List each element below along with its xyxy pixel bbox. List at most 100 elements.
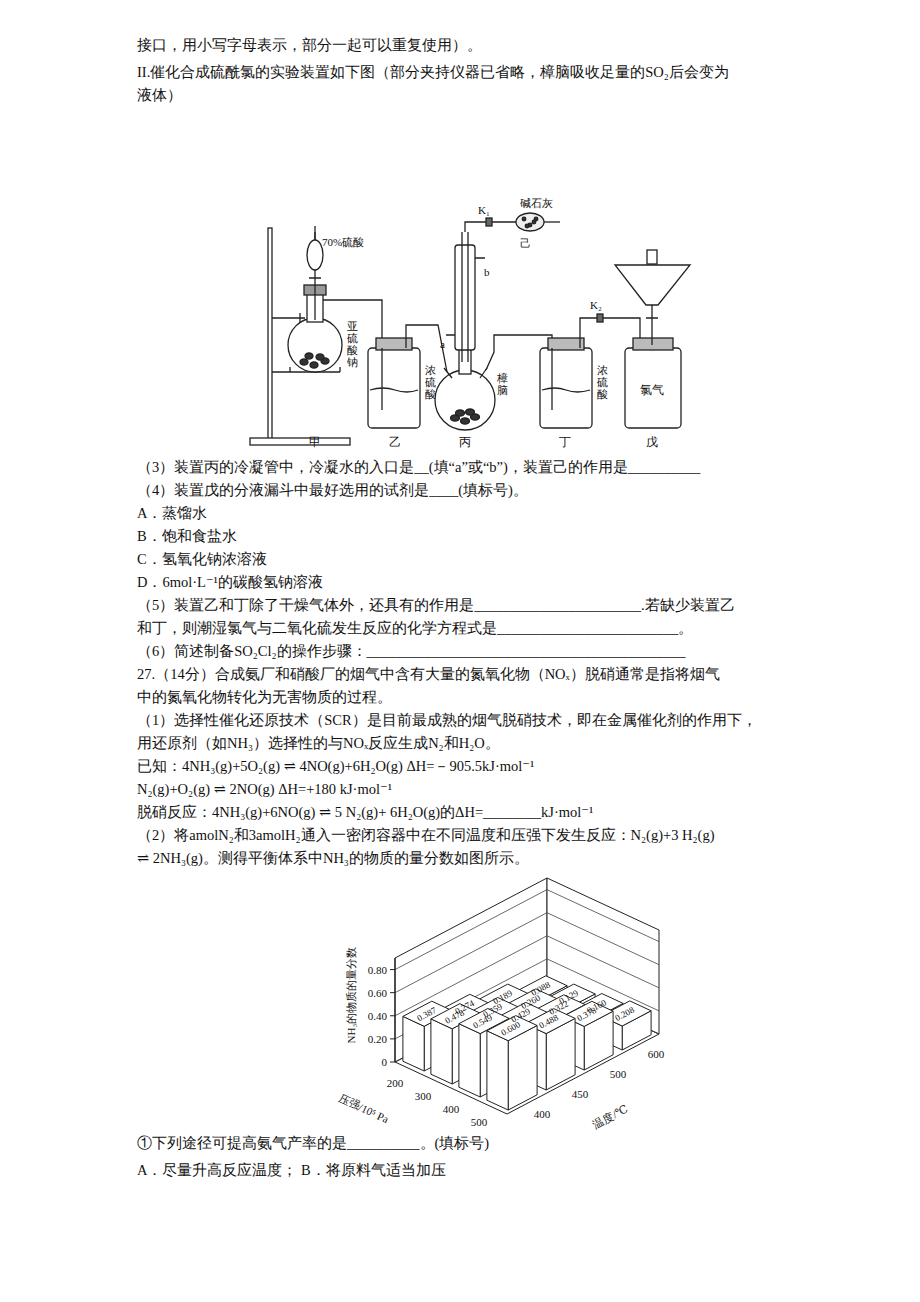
category-label: 500	[471, 1116, 488, 1128]
drying-tube	[516, 213, 544, 231]
data-label: 0.549	[471, 1012, 494, 1031]
tick	[390, 969, 395, 970]
series-label: 450	[572, 1088, 589, 1100]
text-line: 用还原剂（如NH₃）选择性的与NOₓ反应生成N₂和H₂O。	[137, 735, 500, 751]
text-line: 和丁，则潮湿氯气与二氧化硫发生反应的化学方程式是________________…	[137, 620, 693, 636]
liquid	[370, 388, 418, 392]
label: 碱石灰	[520, 197, 553, 209]
condenser	[455, 245, 475, 350]
solid	[316, 354, 324, 360]
tube	[544, 221, 560, 222]
char: 酸	[425, 388, 436, 400]
apparatus-name: 丙	[459, 435, 471, 449]
flask-c	[435, 370, 495, 430]
text-line: 接口，用小写字母表示，部分一起可以重复使用）。	[137, 37, 482, 53]
char: 硫	[347, 332, 358, 344]
label: 亚硫酸钠	[346, 320, 358, 368]
tick	[390, 1062, 395, 1063]
axis-title: NH₃的物质的量分数	[345, 947, 357, 1044]
page: 接口，用小写字母表示，部分一起可以重复使用）。 II.催化合成硫酰氯的实验装置如下…	[0, 0, 920, 1302]
data-label: 0.378	[575, 1005, 598, 1024]
valve-k1	[486, 218, 492, 226]
text-line: 已知：4NH₃(g)+5O₂(g) ⇌ 4NO(g)+6H₂O(g) ΔH=－9…	[137, 758, 534, 775]
value-axis	[394, 958, 395, 1062]
bar-face-side	[487, 1031, 508, 1110]
label: 70%硫酸	[322, 236, 364, 248]
axis-title: 压强/10⁵ Pa	[337, 1092, 391, 1126]
apparatus-name: 戊	[646, 435, 658, 449]
tube	[551, 348, 552, 410]
label: K₂	[590, 299, 602, 311]
data-label: 0.387	[415, 1005, 438, 1024]
stand-base	[250, 438, 350, 445]
flask-a	[288, 318, 342, 372]
category-label: 200	[387, 1077, 404, 1089]
label: K₁	[478, 204, 490, 216]
bottle-d	[540, 348, 592, 428]
camphor	[466, 409, 475, 415]
text-line: 脱硝反应：4NH₃(g)+6NO(g) ⇌ 5 N₂(g)+ 6H₂O(g)的Δ…	[137, 804, 593, 821]
text-line: （6）简述制备SO₂Cl₂的操作步骤：_____________________…	[137, 643, 686, 659]
flask-c-side-necks	[444, 368, 487, 378]
soda-lime	[522, 217, 526, 221]
tick	[390, 1015, 395, 1016]
sep-funnel-stem	[646, 305, 658, 345]
label: 己	[520, 237, 531, 249]
label: a	[440, 338, 445, 350]
liquid	[542, 388, 590, 392]
bottle-e-stopper	[633, 338, 673, 350]
text-line: （3）装置丙的冷凝管中，冷凝水的入口是__(填“a”或“b”)，装置己的作用是_…	[137, 459, 701, 476]
apparatus-name: 甲	[309, 435, 321, 449]
data-label: 0.478	[443, 1007, 466, 1026]
valve-k2	[597, 314, 603, 322]
tick	[390, 992, 395, 993]
text-line: A．尽量升高反应温度； B．将原料气适当加压	[137, 1162, 446, 1178]
soda-lime	[525, 224, 529, 228]
text-line: C．氢氧化钠浓溶液	[137, 551, 267, 567]
condenser-tube	[462, 232, 468, 362]
data-label: 0.488	[537, 1012, 560, 1031]
bottle-e	[625, 348, 681, 428]
axis-title: 温度/℃	[591, 1102, 630, 1130]
text-line: A．蒸馏水	[137, 505, 207, 521]
data-label: 0.208	[613, 1004, 636, 1023]
tick-label: 0.60	[368, 987, 388, 999]
text-line: ①下列途径可提高氨气产率的是__________。(填标号)	[137, 1135, 489, 1152]
series-label: 400	[534, 1108, 551, 1120]
grid-line	[395, 890, 659, 970]
text-line: 中的氮氧化物转化为无害物质的过程。	[137, 689, 392, 705]
apparatus-name: 丁	[559, 435, 571, 449]
apparatus-name: 乙	[389, 435, 401, 449]
text-line: D．6mol·L⁻¹的碳酸氢钠溶液	[137, 574, 323, 590]
category-label: 300	[415, 1090, 432, 1102]
text-line: 27.（14分）合成氨厂和硝酸厂的烟气中含有大量的氮氧化物（NOₓ）脱硝通常是指…	[137, 666, 720, 682]
bar	[487, 1016, 537, 1110]
bars	[403, 976, 651, 1110]
sep-funnel-neck	[647, 250, 657, 264]
stand-rod	[268, 228, 272, 440]
text-line: N₂(g)+O₂(g) ⇌ 2NO(g) ΔH=+180 kJ·mol⁻¹	[137, 781, 392, 798]
condenser-ports	[446, 258, 485, 335]
label: 浓硫酸	[425, 364, 436, 400]
label: b	[484, 266, 490, 278]
data-label: 0.600	[499, 1019, 522, 1038]
label: 氯气	[640, 383, 664, 397]
camphor	[456, 410, 465, 416]
tube	[406, 325, 447, 372]
label: 樟脑	[496, 372, 508, 396]
text-line: B．饱和食盐水	[137, 528, 237, 544]
char: 硫	[425, 376, 436, 388]
flask-c-neck	[459, 348, 471, 374]
char: 脑	[497, 384, 508, 396]
char: 酸	[347, 344, 358, 356]
solid	[310, 362, 318, 368]
char: 浓	[425, 364, 436, 376]
text-line: （5）装置乙和丁除了干燥气体外，还具有的作用是_________________…	[137, 597, 735, 613]
char: 酸	[597, 388, 608, 400]
camphor	[461, 418, 470, 424]
series-label: 600	[648, 1048, 665, 1060]
category-label: 400	[443, 1103, 460, 1115]
text-line: II.催化合成硫酰氯的实验装置如下图（部分夹持仪器已省略，樟脑吸收足量的SO₂后…	[137, 64, 729, 80]
solid	[305, 353, 313, 359]
tick-label: 0.20	[368, 1033, 388, 1045]
